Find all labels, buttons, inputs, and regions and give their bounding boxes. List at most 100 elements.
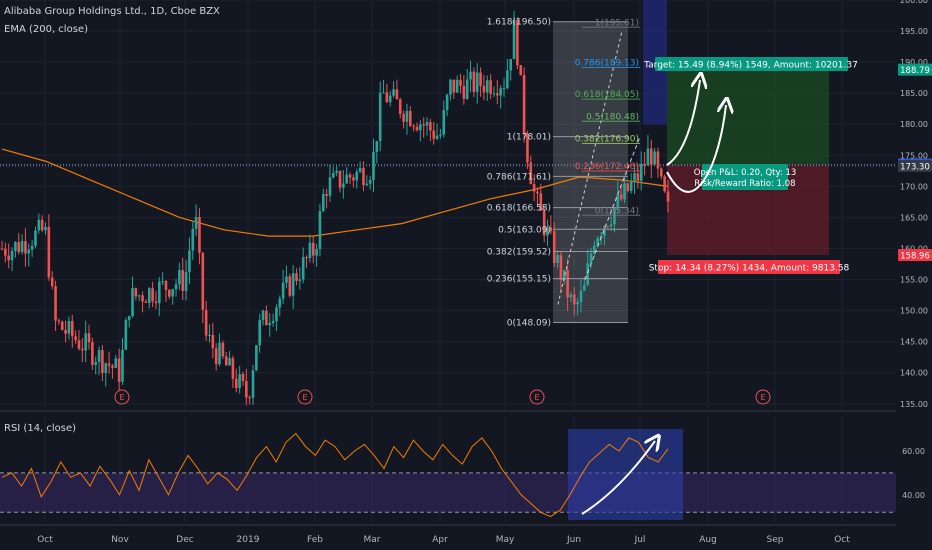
candle-body [372, 151, 375, 180]
candle-body [415, 126, 419, 131]
candle-body [27, 249, 31, 254]
candle-body [629, 182, 633, 191]
time-tick: Jul [634, 535, 646, 545]
candle-body [30, 245, 34, 250]
candle-body [338, 170, 342, 188]
candle-body [0, 248, 4, 250]
candle-body [301, 257, 305, 280]
candle-body [248, 397, 251, 399]
candle-body [154, 301, 158, 304]
candle-body [462, 85, 466, 99]
symbol-legend[interactable]: Alibaba Group Holdings Ltd., 1D, Cboe BZ… [4, 6, 220, 17]
candle-body [459, 79, 462, 86]
price-tick: 190.00 [900, 58, 928, 67]
candle-body [569, 294, 573, 298]
candle-body [562, 270, 566, 281]
earnings-marker-label: E [119, 393, 124, 402]
candle-body [54, 286, 57, 321]
candle-body [616, 194, 620, 209]
candle-body [382, 92, 385, 94]
time-tick: 2019 [237, 535, 260, 545]
candle-body [509, 59, 513, 71]
stop-label: Stop: 14.34 (8.27%) 1434, Amount: 9813.5… [649, 264, 850, 274]
candle-body [107, 363, 111, 366]
candle-body [496, 93, 499, 96]
candle-body [141, 295, 144, 302]
fib-ext-label: 0.236(172.48) [575, 162, 639, 172]
candle-body [409, 110, 412, 126]
candle-body [34, 230, 37, 246]
candle-body [512, 19, 516, 60]
candle-body [117, 358, 121, 382]
candle-body [623, 183, 626, 200]
candle-body [355, 171, 359, 181]
earnings-marker-label: E [302, 393, 307, 402]
candle-body [342, 183, 345, 188]
candle-body [442, 110, 446, 135]
price-tick: 180.00 [900, 120, 928, 129]
candle-body [402, 113, 405, 122]
candle-body [94, 362, 98, 365]
candle-body [636, 173, 640, 181]
ema-path [1, 148, 669, 237]
candle-body [633, 173, 636, 183]
price-tick: 145.00 [900, 338, 928, 347]
candle-body [134, 288, 138, 297]
candle-body [435, 135, 439, 139]
candle-body [7, 255, 10, 261]
candle-body [171, 289, 174, 297]
candle-body [44, 226, 47, 231]
candle-body [419, 124, 422, 131]
candle-body [649, 148, 653, 165]
candle-body [285, 276, 288, 283]
candle-body [328, 177, 332, 196]
price-tick: 170.00 [900, 182, 928, 191]
earnings-marker-label: E [534, 393, 539, 402]
candle-body [224, 356, 228, 366]
candle-body [234, 378, 238, 389]
candle-body [311, 242, 315, 256]
ema-legend[interactable]: EMA (200, close) [4, 24, 88, 35]
candle-body [425, 122, 429, 126]
stop-label-bg [658, 260, 840, 274]
earnings-marker [755, 389, 771, 405]
candle-body [358, 167, 362, 172]
candle-body [348, 174, 352, 178]
price-tick: 135.00 [900, 400, 928, 409]
candle-body [552, 231, 556, 263]
candle-body [472, 71, 476, 92]
candle-body [572, 294, 576, 305]
candle-body [218, 342, 221, 365]
candle-body [261, 310, 265, 321]
candle-body [439, 134, 442, 136]
candle-body [579, 290, 583, 303]
candle-body [114, 358, 118, 368]
candle-body [81, 348, 84, 351]
candle-body [559, 255, 563, 281]
candle-body [198, 216, 201, 253]
rsi-highlight-box [568, 429, 683, 520]
candle-body [492, 93, 496, 95]
price-tick: 175.00 [900, 151, 928, 160]
rsi-legend[interactable]: RSI (14, close) [4, 423, 77, 434]
candle-body [455, 79, 459, 93]
candle-body [589, 253, 593, 264]
candle-body [609, 224, 613, 227]
candle-body [422, 124, 425, 126]
price-tick: 200.00 [900, 0, 928, 5]
fib-level-label: 0.618(166.58) [487, 204, 551, 214]
projection-arrow-2 [666, 105, 726, 193]
candle-body [643, 163, 646, 166]
candle-body [151, 288, 154, 302]
time-tick: Sep [767, 535, 784, 545]
candle-body [268, 323, 272, 326]
fib-level-label: 0.786(171.61) [487, 172, 551, 182]
price-tag [898, 63, 932, 76]
candle-body [619, 194, 623, 200]
candle-body [60, 321, 64, 330]
candle-body [74, 336, 77, 341]
candle-body [666, 191, 670, 202]
candle-body [188, 250, 191, 273]
candles [0, 10, 670, 406]
